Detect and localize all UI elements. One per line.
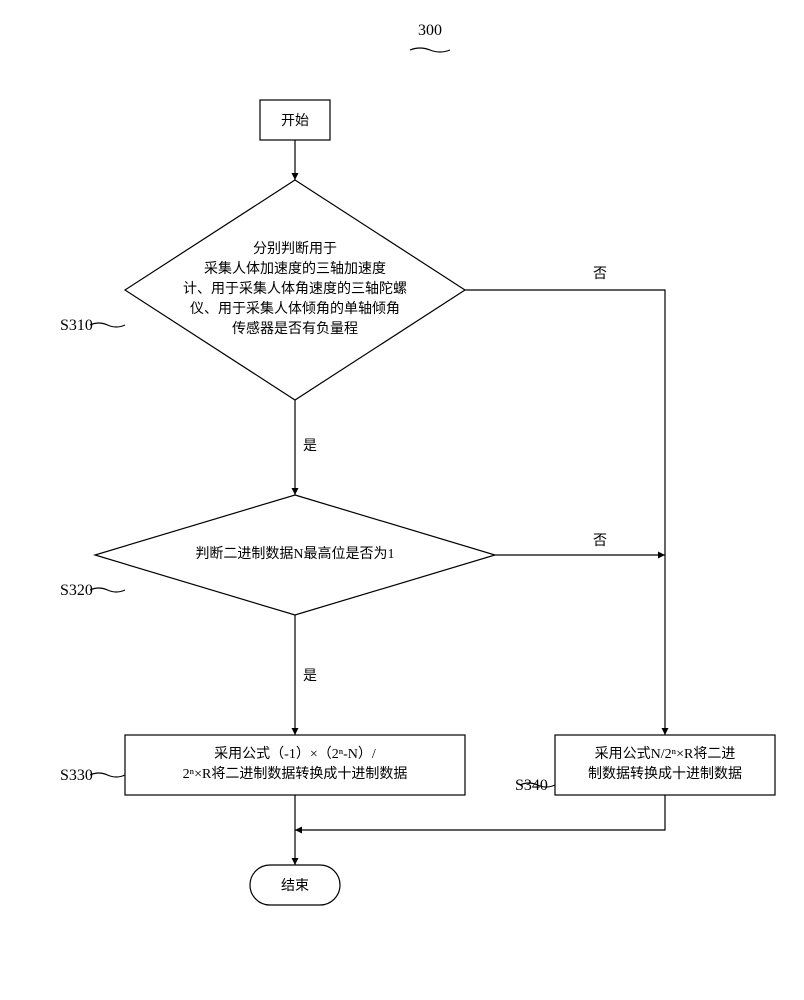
- svg-text:计、用于采集人体角速度的三轴陀螺: 计、用于采集人体角速度的三轴陀螺: [183, 280, 407, 297]
- svg-text:传感器是否有负量程: 传感器是否有负量程: [232, 320, 358, 337]
- svg-text:判断二进制数据N最高位是否为1: 判断二进制数据N最高位是否为1: [195, 545, 394, 562]
- svg-text:结束: 结束: [281, 878, 309, 894]
- svg-text:制数据转换成十进制数据: 制数据转换成十进制数据: [588, 765, 742, 782]
- svg-text:仪、用于采集人体倾角的单轴倾角: 仪、用于采集人体倾角的单轴倾角: [190, 300, 400, 317]
- svg-text:2ⁿ×R将二进制数据转换成十进制数据: 2ⁿ×R将二进制数据转换成十进制数据: [183, 765, 408, 782]
- svg-text:开始: 开始: [281, 113, 309, 129]
- svg-text:采集人体加速度的三轴加速度: 采集人体加速度的三轴加速度: [204, 260, 386, 277]
- svg-text:S340: S340: [515, 777, 548, 794]
- svg-text:S310: S310: [60, 317, 93, 334]
- svg-text:S320: S320: [60, 582, 93, 599]
- svg-text:是: 是: [303, 439, 317, 454]
- svg-text:否: 否: [593, 534, 607, 549]
- svg-text:采用公式（-1）×（2ⁿ-N）/: 采用公式（-1）×（2ⁿ-N）/: [214, 746, 376, 762]
- svg-text:300: 300: [418, 22, 442, 39]
- svg-text:是: 是: [303, 669, 317, 684]
- svg-text:分别判断用于: 分别判断用于: [253, 241, 337, 257]
- svg-text:S330: S330: [60, 767, 93, 784]
- svg-text:否: 否: [593, 267, 607, 282]
- svg-text:采用公式N/2ⁿ×R将二进: 采用公式N/2ⁿ×R将二进: [595, 746, 736, 762]
